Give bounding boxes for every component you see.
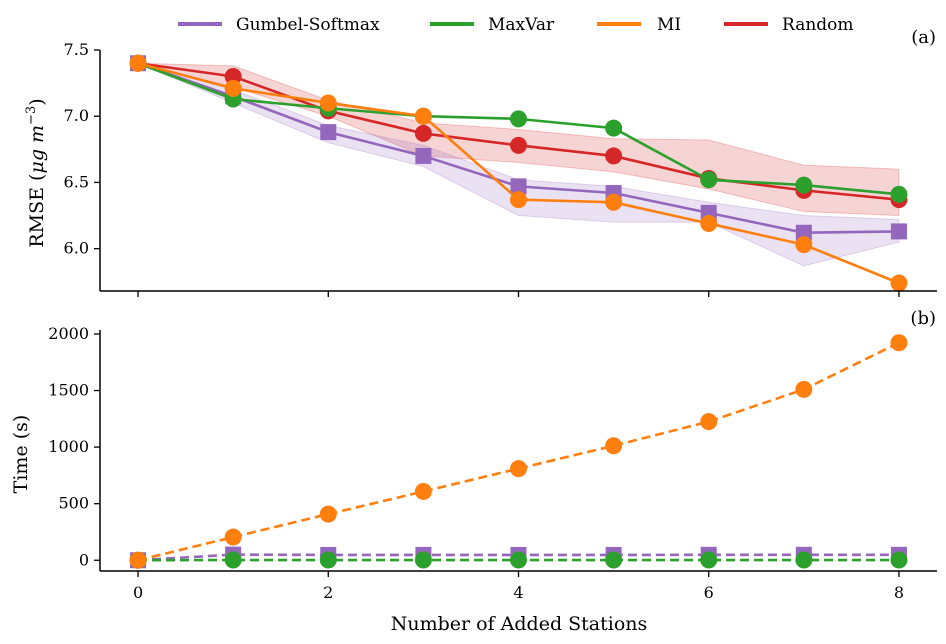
panel-a-ytick-label: 7.5 [64,40,89,59]
legend-entry-gumbel-softmax: Gumbel-Softmax [178,15,380,35]
panel-b-ytick-label: 0 [79,550,89,569]
panel-a-point-mi [510,191,527,209]
panel-a-point-gumbel-softmax [795,224,812,241]
panel-b-point-mi [319,505,337,523]
panel-a-y-label-unit: μg m [26,125,48,174]
panel-b-xtick-label: 8 [894,583,904,602]
panel-a-tag: (a) [911,27,936,48]
panel-a-y-axis-label: RMSE (μg m−3) [24,98,48,247]
panel-b-point-mi [890,334,908,352]
panel-a-point-mi [414,107,432,125]
panel-b-point-maxvar [510,551,527,569]
panel-b-y-axis-label: Time (s) [10,415,32,494]
panel-a: 6.0 6.5 7.0 7.5 (a) RMSE (μg m−3) [24,27,937,297]
panel-a-y-label-close: ) [26,98,48,105]
panel-b-point-maxvar [319,551,337,569]
panel-b-xtick-label: 6 [704,583,714,602]
panel-a-point-maxvar [890,185,908,203]
legend-label-mi: MI [657,15,681,35]
panel-a-point-gumbel-softmax [890,223,907,240]
panel-a-series-mi [129,54,908,292]
panel-b-point-mi [129,551,147,569]
panel-b-xtick-label: 0 [133,583,143,602]
panel-b-series [129,334,908,569]
panel-a-ytick-label: 6.0 [64,239,89,258]
panel-a-point-gumbel-softmax [510,178,527,195]
panel-b-xtick-label: 2 [323,583,333,602]
panel-b-line-mi [137,341,900,562]
panel-a-point-random [224,67,242,85]
panel-a-point-gumbel-softmax [320,124,337,141]
panel-b-point-mi [795,380,813,398]
legend-label-random: Random [782,15,854,35]
panel-a-point-mi [319,94,337,112]
panel-a-point-maxvar [795,176,813,194]
panel-a-point-mi [890,274,908,292]
panel-b-ytick-label: 1000 [48,437,89,456]
panel-a-series [129,54,908,292]
panel-b-series-mi [129,334,908,569]
legend-entry-random: Random [724,15,854,35]
panel-a-bands [137,62,900,267]
panel-a-x-ticks [137,291,900,297]
panel-a-point-random [510,136,527,154]
panel-b-point-maxvar [224,551,242,569]
panel-b-y-ticks: 0 500 1000 1500 2000 [48,324,100,569]
panel-b-ytick-label: 1500 [48,381,89,400]
panel-a-ytick-label: 6.5 [64,172,89,191]
panel-b-point-maxvar [414,551,432,569]
panel-b-xtick-label: 4 [513,583,523,602]
panel-b-point-maxvar [605,551,623,569]
panel-a-point-mi [795,236,813,254]
panel-a-point-maxvar [700,171,718,189]
panel-a-point-mi [700,214,718,232]
legend: Gumbel-Softmax MaxVar MI Random [178,15,854,35]
panel-b-point-mi [510,460,527,478]
panel-b-point-maxvar [890,551,908,569]
panel-b-point-maxvar [700,551,718,569]
panel-b-x-ticks: 0 2 4 6 8 [133,571,904,602]
panel-b-point-mi [700,413,718,431]
panel-a-point-mi [605,193,623,211]
panel-a-point-maxvar [605,119,623,137]
panel-a-point-mi [224,79,242,97]
panel-b-point-mi [605,437,623,455]
legend-entry-maxvar: MaxVar [430,15,555,35]
panel-b-point-mi [224,528,242,546]
legend-entry-mi: MI [597,15,681,35]
panel-a-point-mi [129,54,147,72]
legend-label-maxvar: MaxVar [488,15,555,35]
panel-b-point-maxvar [795,551,813,569]
panel-b: 0 500 1000 1500 2000 0 2 4 6 8 (b) Time (s) [10,308,937,602]
panel-a-point-gumbel-softmax [415,147,432,164]
x-axis-label: Number of Added Stations [391,613,648,635]
panel-a-y-label-exp: −3 [24,106,39,125]
panel-a-point-random [414,124,432,142]
panel-b-ytick-label: 500 [58,494,89,513]
panel-b-ytick-label: 2000 [48,324,89,343]
panel-a-point-random [605,147,623,165]
panel-b-point-mi [414,482,432,500]
panel-a-y-label-main: RMSE ( [26,174,48,248]
legend-label-gumbel-softmax: Gumbel-Softmax [236,15,380,35]
panel-b-tag: (b) [910,308,936,329]
panel-a-point-maxvar [510,110,527,128]
panel-a-ytick-label: 7.0 [64,106,89,125]
panel-a-y-ticks: 6.0 6.5 7.0 7.5 [64,40,100,258]
